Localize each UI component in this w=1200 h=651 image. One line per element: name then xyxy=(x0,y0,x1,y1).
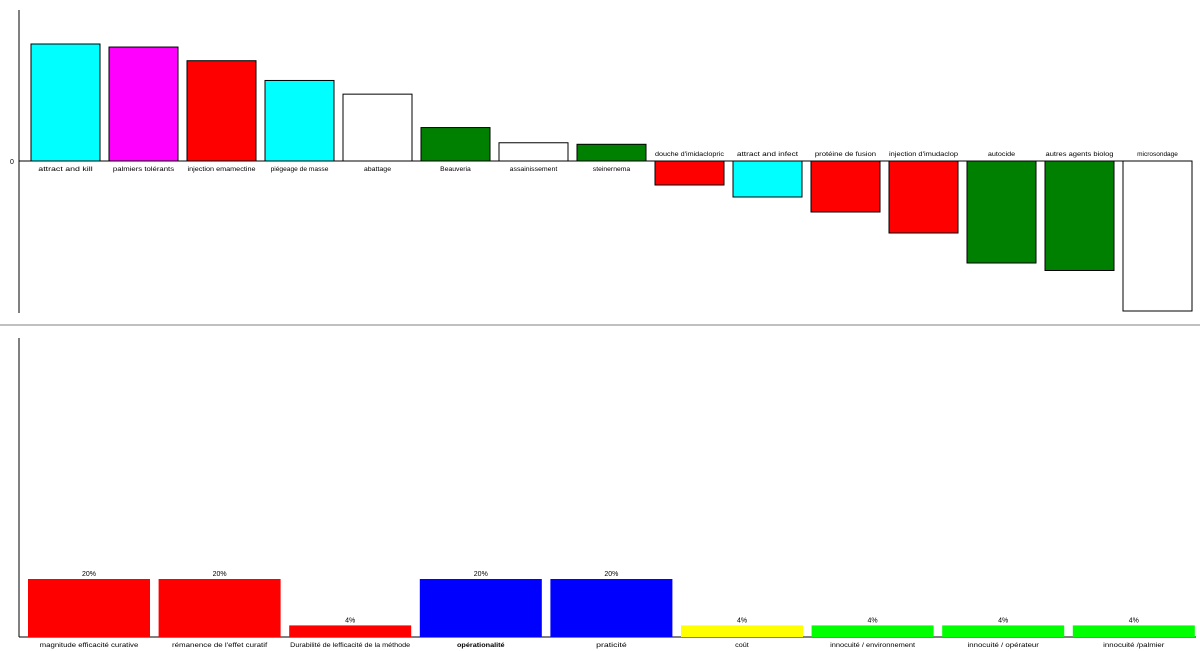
bottom-category-label: praticité xyxy=(596,642,627,649)
bottom-category-label: innocuité / environnement xyxy=(830,642,915,649)
bottom-bar-remanence-de-l-effet-curatif xyxy=(158,579,281,637)
top-category-label: steinernema xyxy=(593,166,631,173)
bottom-category-label: Durabilité de lefficacité de la méthode xyxy=(290,642,410,649)
top-bar-piegeage-de-masse xyxy=(264,79,335,162)
top-category-label: piégeage de masse xyxy=(271,166,329,173)
bottom-bar-durabilite-de-lefficacite-de-la-methode xyxy=(289,625,412,637)
top-bar-abattage xyxy=(342,93,413,162)
top-bar-injection-d-imudaclop xyxy=(888,160,959,234)
top-bar-attract-and-kill xyxy=(30,43,101,162)
top-category-label: abattage xyxy=(364,166,392,173)
bottom-category-label: innocuité / opérateur xyxy=(968,642,1040,649)
top-bar-proteine-de-fusion xyxy=(810,160,881,213)
top-chart-panel: 0 attract and kill palmiers tolérants injec… xyxy=(10,10,1193,313)
bottom-value-label: 20% xyxy=(474,571,488,578)
top-category-label: palmiers tolérants xyxy=(113,166,175,173)
bottom-category-label: innocuité /palmier xyxy=(1103,642,1165,649)
top-bar-beauveria xyxy=(420,127,491,162)
top-category-label: attract and kill xyxy=(38,166,93,173)
top-category-label: autres agents biolog xyxy=(1046,151,1114,158)
bottom-category-label: opérationalité xyxy=(457,642,505,649)
bottom-bar-praticite xyxy=(550,579,673,637)
top-category-label: protéine de fusion xyxy=(815,151,877,158)
bottom-category-label: coût xyxy=(735,642,749,649)
top-bar-injection-emamectine xyxy=(186,60,257,162)
top-bar-assainissement xyxy=(498,142,569,162)
bottom-value-label: 20% xyxy=(213,571,227,578)
top-bar-douche-d-imidaclopric xyxy=(654,160,725,186)
top-category-label: autocide xyxy=(988,151,1016,158)
top-category-label: microsondage xyxy=(1137,151,1178,158)
top-category-label: injection emamectine xyxy=(188,166,256,173)
bottom-bar-innocuite-operateur xyxy=(942,625,1065,637)
bottom-value-label: 20% xyxy=(604,571,618,578)
top-zero-tick-label: 0 xyxy=(10,159,14,166)
bottom-bar-magnitude-efficacite-curative xyxy=(28,579,150,637)
bottom-chart-panel: 20% magnitude efficacité curative 20% réman… xyxy=(18,338,1196,649)
bottom-category-label: magnitude efficacité curative xyxy=(40,642,139,649)
bottom-value-label: 4% xyxy=(868,617,878,624)
bottom-value-label: 4% xyxy=(1129,617,1139,624)
bottom-value-label: 4% xyxy=(998,617,1008,624)
top-category-label: Beauveria xyxy=(440,166,471,173)
top-bar-attract-and-infect xyxy=(732,160,803,198)
bottom-value-label: 4% xyxy=(345,617,355,624)
bottom-bar-cout xyxy=(681,625,803,637)
bottom-category-label: rémanence de l'effet curatif xyxy=(172,642,267,649)
bottom-bar-operationalite xyxy=(419,579,542,637)
top-bar-palmiers-tolerants xyxy=(108,46,179,162)
bottom-bar-innocuite-palmier xyxy=(1072,625,1195,637)
top-bar-autres-agents-biolog xyxy=(1044,160,1115,271)
bottom-value-label: 4% xyxy=(737,617,747,624)
bottom-value-label: 20% xyxy=(82,571,96,578)
top-category-label: injection d'imudaclop xyxy=(889,151,958,158)
top-bar-steinernema xyxy=(576,143,647,162)
top-bar-autocide xyxy=(966,160,1037,264)
top-category-label: douche d'imidaclopric xyxy=(655,151,725,158)
top-category-label: attract and infect xyxy=(737,151,798,158)
top-bar-microsondage xyxy=(1122,160,1193,312)
top-category-label: assainissement xyxy=(510,166,558,173)
bottom-bar-innocuite-environnement xyxy=(811,625,934,637)
